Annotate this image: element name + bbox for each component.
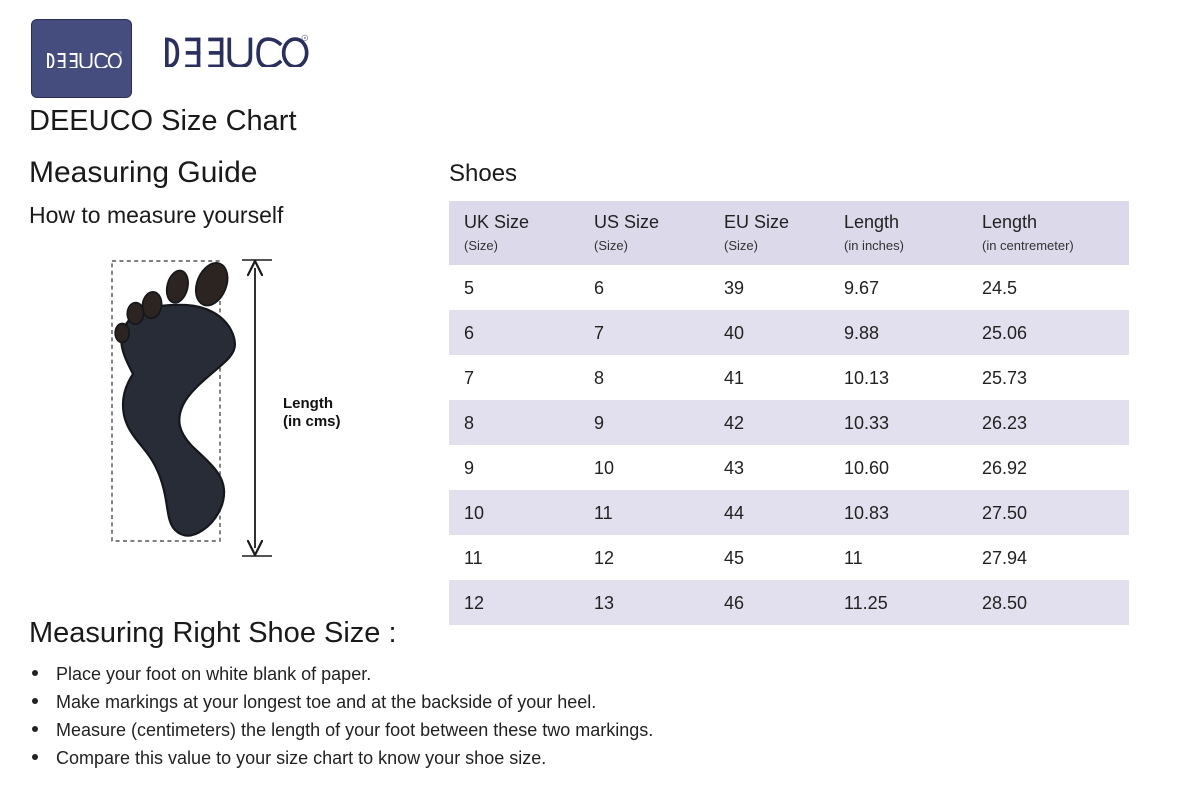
svg-text:R: R bbox=[120, 52, 122, 54]
svg-text:R: R bbox=[304, 36, 306, 40]
